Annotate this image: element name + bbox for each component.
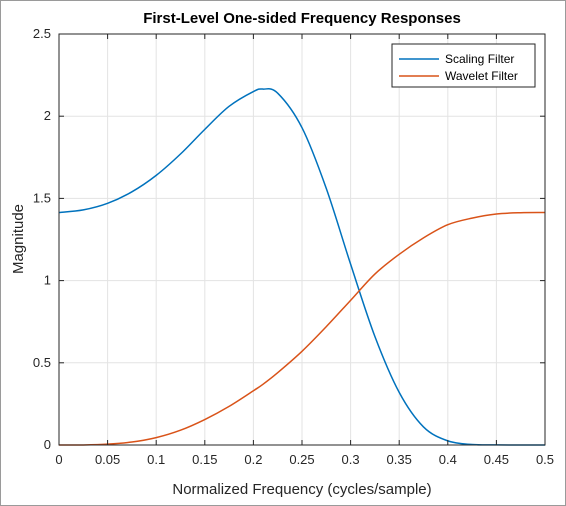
x-tick-label: 0.45 <box>484 452 509 467</box>
x-tick-label: 0.25 <box>289 452 314 467</box>
x-tick-label: 0.3 <box>342 452 360 467</box>
y-tick-label: 1 <box>44 273 51 288</box>
x-tick-label: 0.05 <box>95 452 120 467</box>
y-tick-label: 2 <box>44 108 51 123</box>
x-tick-label: 0.2 <box>244 452 262 467</box>
series-line-wavelet-filter <box>58 211 546 446</box>
x-tick-label: 0 <box>55 452 62 467</box>
y-tick-label: 2.5 <box>33 26 51 41</box>
y-tick-label: 1.5 <box>33 190 51 205</box>
axis-ticks <box>58 33 546 446</box>
x-tick-labels: 0 0.05 0.1 0.15 0.2 0.25 0.3 0.35 0.4 0.45 0.5 <box>55 452 554 467</box>
series-layer <box>58 88 546 446</box>
y-tick-label: 0 <box>44 437 51 452</box>
series-line-scaling-filter <box>58 88 546 446</box>
x-axis-label: Normalized Frequency (cycles/sample) <box>172 481 431 498</box>
x-tick-label: 0.5 <box>536 452 554 467</box>
x-tick-label: 0.1 <box>147 452 165 467</box>
chart-title: First-Level One-sided Frequency Response… <box>143 10 461 27</box>
legend-label-scaling-filter: Scaling Filter <box>445 52 514 66</box>
legend: Scaling Filter Wavelet Filter <box>391 43 536 88</box>
x-tick-label: 0.35 <box>387 452 412 467</box>
y-tick-labels: 0 0.5 1 1.5 2 2.5 <box>33 26 51 452</box>
y-axis-label: Magnitude <box>10 204 27 274</box>
x-tick-label: 0.4 <box>439 452 457 467</box>
legend-box <box>391 43 536 88</box>
x-tick-label: 0.15 <box>192 452 217 467</box>
legend-label-wavelet-filter: Wavelet Filter <box>445 69 518 83</box>
y-tick-label: 0.5 <box>33 355 51 370</box>
